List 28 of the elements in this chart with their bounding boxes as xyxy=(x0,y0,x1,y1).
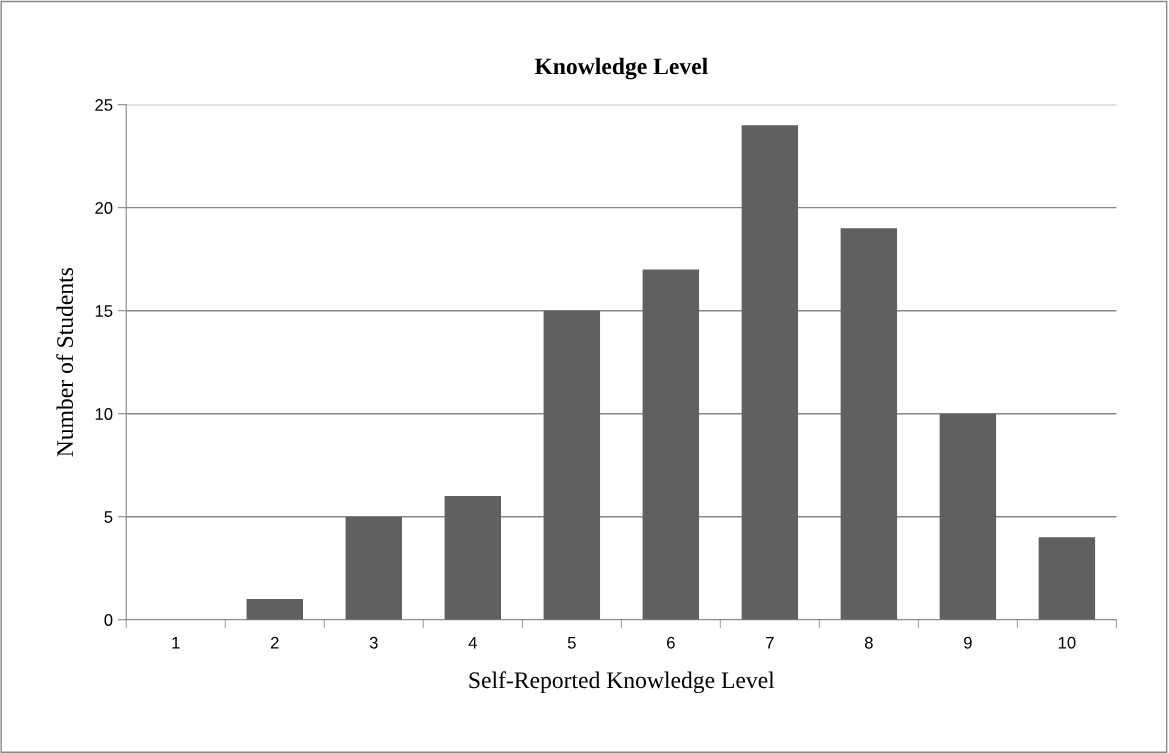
bar xyxy=(543,310,601,620)
bar xyxy=(1038,537,1096,620)
y-axis-title: Number of Students xyxy=(56,267,74,457)
x-tick-label: 9 xyxy=(964,636,972,649)
y-tick-label: 0 xyxy=(104,614,113,626)
bar xyxy=(642,269,700,620)
x-tick-label: 7 xyxy=(766,637,774,649)
y-tick-label: 15 xyxy=(95,305,113,317)
x-tick-label: 5 xyxy=(567,637,576,649)
y-tick-label: 20 xyxy=(95,202,113,214)
y-tick-label: 5 xyxy=(104,511,113,523)
bar xyxy=(840,228,898,620)
x-axis-title: Self-Reported Knowledge Level xyxy=(469,671,775,694)
y-tick-label: 25 xyxy=(95,99,113,111)
bar xyxy=(246,599,303,620)
bar xyxy=(444,496,502,620)
x-tick-label: 2 xyxy=(270,636,279,649)
x-tick-label: 4 xyxy=(468,637,477,649)
x-tick-label: 10 xyxy=(1058,636,1076,649)
chart-title: Knowledge Level xyxy=(534,57,708,80)
bar xyxy=(345,516,403,620)
bar xyxy=(741,125,799,620)
bar xyxy=(939,413,997,620)
x-tick-label: 1 xyxy=(172,637,180,649)
x-tick-label: 8 xyxy=(864,636,873,649)
x-tick-label: 3 xyxy=(369,636,378,649)
x-tick-label: 6 xyxy=(667,636,675,649)
y-tick-label: 10 xyxy=(95,408,113,420)
